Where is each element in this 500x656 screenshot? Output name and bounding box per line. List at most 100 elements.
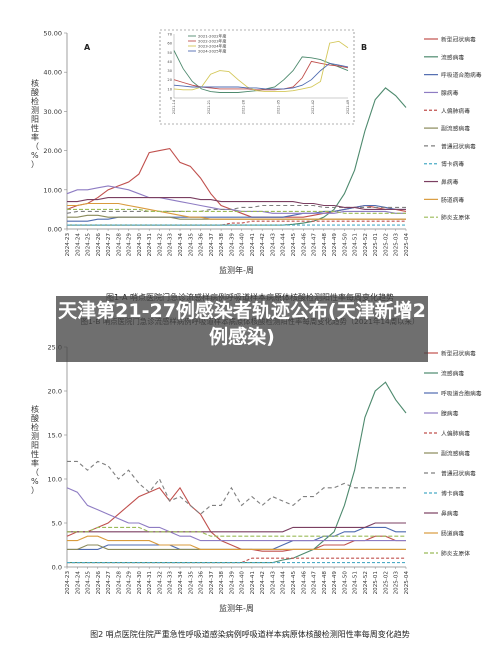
x-tick-label: 2024-39 [229,233,235,257]
x-tick-label: 2024-52 [363,233,369,256]
series-line-4 [67,557,406,564]
y-tick-label: 0.00 [48,226,62,234]
inset-y-tick-label: 60 [167,42,172,46]
x-tick-label: 2024-50 [342,571,348,595]
inset-y-tick-label: 10 [167,87,172,91]
inset-x-tick-label: 2021-49 [346,100,350,114]
y-tick-label: 40.00 [43,69,62,77]
series-line-3 [66,487,406,542]
x-tick-label: 2024-52 [363,571,369,594]
x-axis-label: 监测年-周 [219,603,254,613]
inset-legend-entry: 2024-2025年度 [198,49,226,54]
series-line-8 [67,197,406,210]
series-line-10 [67,208,406,214]
inset-y-tick-label: 70 [167,33,172,37]
x-tick-label: 2024-36 [199,571,205,595]
x-tick-label: 2024-40 [240,233,246,257]
inset-legend-entry: 2023-2024年度 [198,44,226,49]
series-line-9 [67,202,406,220]
x-tick-label: 2024-41 [250,233,256,257]
chart-panel-2: 0.0 5.0 10.0 15.0 20.0 25.0 2024-23 2024-24 2024… [31,344,482,640]
x-tick-label: 2024-27 [106,233,112,257]
x-tick-label: 2024-33 [168,571,174,595]
x-tick-label: 2024-30 [137,571,143,595]
x-tick-label: 2024-46 [301,233,307,257]
x-tick-label: 2025-04 [404,233,410,257]
legend-entry: 腺病毒 [441,89,459,97]
x-tick-label: 2024-44 [281,233,287,257]
legend-entry: 呼吸道合胞病毒 [441,71,482,79]
y-tick-label: 5.0 [52,520,62,528]
series-line-4 [67,220,406,226]
x-tick-label: 2025-03 [394,233,400,257]
y-tick-label: 15.0 [48,432,62,440]
x-tick-label: 2024-24 [75,233,81,257]
legend-entry: 普通冠状病毒 [441,142,476,150]
x-tick-label: 2024-31 [147,233,153,257]
x-tick-label: 2024-32 [157,571,163,594]
x-tick-label: 2024-44 [281,571,287,595]
x-tick-label: 2024-42 [260,571,266,594]
legend-entry: 副流感病毒 [441,125,470,133]
x-tick-label: 2024-41 [250,571,256,595]
x-axis-label: 监测年-周 [219,265,254,275]
x-tick-label: 2025-02 [383,571,389,594]
overlay-banner [56,296,428,362]
x-tick-label: 2024-51 [353,571,359,595]
inset-legend-entry: 2021-2022年度 [198,34,226,39]
y-tick-label: 20.0 [48,388,62,396]
legend-entry: 普通冠状病毒 [441,470,476,478]
inset-x-tick-label: 2021-14 [172,100,176,114]
x-tick-label: 2024-29 [127,571,133,595]
series-line-9 [67,535,406,550]
x-tick-label: 2024-28 [116,571,122,595]
x-tick-label: 2024-45 [291,571,297,595]
x-tick-label: 2024-50 [342,233,348,257]
legend-entry: 肠道病毒 [441,196,464,204]
inset-y-tick-label: 0 [170,97,173,101]
series-line-6 [67,460,406,515]
x-tick-label: 2024-25 [86,571,92,595]
inset-x-tick-label: 2021-28 [242,100,246,114]
x-tick-label: 2024-51 [353,233,359,257]
y-tick-label: 10.0 [48,476,62,484]
x-tick-label: 2024-36 [199,233,205,257]
x-tick-label: 2024-26 [96,571,102,595]
inset-chart: 0 10 20 30 40 50 60 70 2021-14 2021-21 2021-28 2021… [159,29,355,125]
x-tick-label: 2024-24 [75,571,81,595]
y-axis-label: 核酸检测阳性率（%） [31,404,39,495]
inset-y-tick-label: 30 [167,69,172,73]
legend-entry: 呼吸道合胞病毒 [441,390,482,398]
overlay-title: 天津第21-27例感染者轨迹公布(天津新增2例感染) [58,300,426,348]
legend-entry: 人偏肺病毒 [441,107,470,115]
panel-label-b: B [361,43,367,52]
x-tick-label: 2024-43 [270,571,276,595]
series-line-2 [67,526,406,550]
x-tick-label: 2024-31 [147,571,153,595]
x-tick-label: 2025-01 [373,571,379,595]
legend-entry: 人偏肺病毒 [441,430,470,438]
y-tick-label: 20.00 [43,147,62,155]
x-tick-label: 2024-38 [219,233,225,257]
x-tick-label: 2024-32 [157,233,163,256]
x-tick-label: 2024-35 [188,571,194,595]
legend-entry: 博卡病毒 [441,160,464,168]
x-tick-label: 2024-34 [178,571,184,595]
x-tick-label: 2024-38 [219,571,225,595]
panel-label-a: A [84,43,91,52]
x-tick-label: 2024-43 [270,233,276,257]
x-tick-label: 2024-39 [229,571,235,595]
legend-entry: 新型冠状病毒 [441,36,476,44]
legend-entry: 流感病毒 [441,370,464,378]
legend-entry: 肺炎支原体 [441,550,470,558]
x-tick-label: 2024-33 [168,233,174,257]
x-tick-label: 2024-48 [322,233,328,257]
inset-y-tick-label: 50 [167,51,172,55]
series-line-8 [67,522,406,533]
y-tick-label: 30.00 [43,108,62,116]
series-line-1 [67,381,407,564]
y-tick-label: 10.00 [43,186,62,194]
x-tick-label: 2024-34 [178,233,184,257]
legend-entry: 鼻病毒 [441,510,459,518]
y-tick-label: 50.00 [43,30,62,38]
